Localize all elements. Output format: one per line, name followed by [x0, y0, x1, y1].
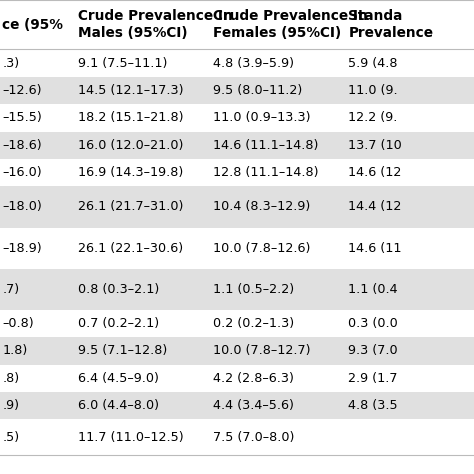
Text: –18.9): –18.9) — [2, 242, 42, 255]
Text: 16.0 (12.0–21.0): 16.0 (12.0–21.0) — [78, 139, 183, 152]
Bar — [0, 186, 474, 228]
Text: .3): .3) — [2, 56, 19, 70]
Text: 6.0 (4.4–8.0): 6.0 (4.4–8.0) — [78, 399, 159, 412]
Text: 0.2 (0.2–1.3): 0.2 (0.2–1.3) — [213, 317, 294, 330]
Text: 4.8 (3.9–5.9): 4.8 (3.9–5.9) — [213, 56, 294, 70]
Text: Crude Prevalence In
Females (95%CI): Crude Prevalence In Females (95%CI) — [213, 9, 368, 40]
Text: –12.6): –12.6) — [2, 84, 42, 97]
Text: 7.5 (7.0–8.0): 7.5 (7.0–8.0) — [213, 431, 295, 444]
Text: Crude Prevalence In
Males (95%CI): Crude Prevalence In Males (95%CI) — [78, 9, 233, 40]
Text: 26.1 (21.7–31.0): 26.1 (21.7–31.0) — [78, 201, 183, 213]
Text: 14.6 (12: 14.6 (12 — [348, 166, 402, 179]
Text: 0.3 (0.0: 0.3 (0.0 — [348, 317, 398, 330]
Text: 10.0 (7.8–12.6): 10.0 (7.8–12.6) — [213, 242, 310, 255]
Text: 11.0 (0.9–13.3): 11.0 (0.9–13.3) — [213, 111, 311, 124]
Text: .9): .9) — [2, 399, 19, 412]
Bar — [0, 132, 474, 159]
Text: .7): .7) — [2, 283, 19, 296]
Bar — [0, 310, 474, 337]
Text: 14.5 (12.1–17.3): 14.5 (12.1–17.3) — [78, 84, 184, 97]
Text: 12.2 (9.: 12.2 (9. — [348, 111, 398, 124]
Text: –18.6): –18.6) — [2, 139, 42, 152]
Bar — [0, 337, 474, 365]
Text: 4.8 (3.5: 4.8 (3.5 — [348, 399, 398, 412]
Text: 2.9 (1.7: 2.9 (1.7 — [348, 372, 398, 385]
Text: 1.8): 1.8) — [2, 345, 27, 357]
Bar — [0, 392, 474, 419]
Text: ce (95%: ce (95% — [2, 18, 63, 32]
Text: 4.2 (2.8–6.3): 4.2 (2.8–6.3) — [213, 372, 294, 385]
Text: 14.6 (11.1–14.8): 14.6 (11.1–14.8) — [213, 139, 319, 152]
Bar — [0, 269, 474, 310]
Text: 10.0 (7.8–12.7): 10.0 (7.8–12.7) — [213, 345, 311, 357]
Text: 4.4 (3.4–5.6): 4.4 (3.4–5.6) — [213, 399, 294, 412]
Text: 6.4 (4.5–9.0): 6.4 (4.5–9.0) — [78, 372, 159, 385]
Text: 5.9 (4.8: 5.9 (4.8 — [348, 56, 398, 70]
Text: .5): .5) — [2, 431, 19, 444]
Text: 14.4 (12: 14.4 (12 — [348, 201, 402, 213]
Bar — [0, 49, 474, 77]
Bar — [0, 104, 474, 132]
Text: 9.3 (7.0: 9.3 (7.0 — [348, 345, 398, 357]
Text: 1.1 (0.5–2.2): 1.1 (0.5–2.2) — [213, 283, 294, 296]
Bar — [0, 0, 474, 49]
Text: 16.9 (14.3–19.8): 16.9 (14.3–19.8) — [78, 166, 183, 179]
Text: 10.4 (8.3–12.9): 10.4 (8.3–12.9) — [213, 201, 310, 213]
Bar — [0, 365, 474, 392]
Text: 9.5 (7.1–12.8): 9.5 (7.1–12.8) — [78, 345, 167, 357]
Text: 0.8 (0.3–2.1): 0.8 (0.3–2.1) — [78, 283, 159, 296]
Text: –16.0): –16.0) — [2, 166, 42, 179]
Text: 12.8 (11.1–14.8): 12.8 (11.1–14.8) — [213, 166, 319, 179]
Text: 18.2 (15.1–21.8): 18.2 (15.1–21.8) — [78, 111, 184, 124]
Text: 0.7 (0.2–2.1): 0.7 (0.2–2.1) — [78, 317, 159, 330]
Text: 26.1 (22.1–30.6): 26.1 (22.1–30.6) — [78, 242, 183, 255]
Text: –18.0): –18.0) — [2, 201, 42, 213]
Text: 9.1 (7.5–11.1): 9.1 (7.5–11.1) — [78, 56, 168, 70]
Text: .8): .8) — [2, 372, 19, 385]
Text: 9.5 (8.0–11.2): 9.5 (8.0–11.2) — [213, 84, 302, 97]
Text: 14.6 (11: 14.6 (11 — [348, 242, 402, 255]
Text: Standa
Prevalence: Standa Prevalence — [348, 9, 433, 40]
Bar — [0, 77, 474, 104]
Text: 13.7 (10: 13.7 (10 — [348, 139, 402, 152]
Text: 11.0 (9.: 11.0 (9. — [348, 84, 398, 97]
Text: 11.7 (11.0–12.5): 11.7 (11.0–12.5) — [78, 431, 184, 444]
Bar — [0, 159, 474, 186]
Bar — [0, 419, 474, 455]
Text: 1.1 (0.4: 1.1 (0.4 — [348, 283, 398, 296]
Text: –0.8): –0.8) — [2, 317, 34, 330]
Text: –15.5): –15.5) — [2, 111, 42, 124]
Bar — [0, 228, 474, 269]
